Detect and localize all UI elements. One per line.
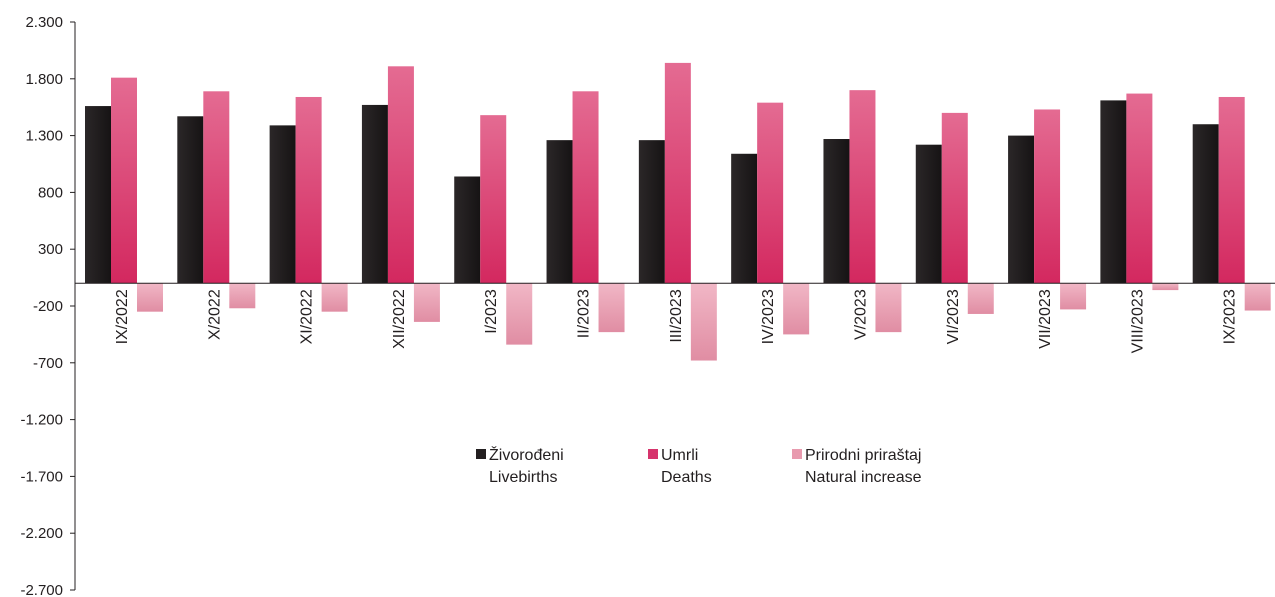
legend-label: Deaths bbox=[661, 469, 712, 486]
bar-natural-increase bbox=[875, 283, 902, 333]
y-tick-label: -1.200 bbox=[20, 412, 63, 429]
legend-label: Natural increase bbox=[805, 469, 922, 486]
x-category-label: IV/2023 bbox=[760, 289, 777, 344]
bar-livebirths bbox=[823, 139, 850, 284]
bar-natural-increase bbox=[967, 283, 994, 314]
bar-livebirths bbox=[1192, 124, 1219, 284]
y-tick-label: 300 bbox=[38, 241, 63, 258]
bar-natural-increase bbox=[229, 283, 256, 309]
bar-livebirths bbox=[915, 144, 942, 284]
bar-livebirths bbox=[638, 140, 665, 284]
bar-livebirths bbox=[361, 104, 388, 284]
y-tick-label: 2.300 bbox=[25, 14, 63, 31]
y-tick-label: 1.300 bbox=[25, 128, 63, 145]
legend-item-natural-increase: Prirodni priraštaj Natural increase bbox=[792, 447, 922, 486]
x-category-label: II/2023 bbox=[576, 289, 593, 338]
bar-deaths bbox=[1126, 93, 1153, 284]
bar-deaths bbox=[1218, 96, 1245, 284]
bar-livebirths bbox=[1008, 135, 1035, 284]
legend-label: Livebirths bbox=[489, 469, 557, 486]
bar-natural-increase bbox=[321, 283, 348, 312]
x-category-label: V/2023 bbox=[852, 289, 869, 340]
bar-deaths bbox=[572, 91, 599, 284]
bar-natural-increase bbox=[413, 283, 440, 322]
bar-livebirths bbox=[454, 176, 481, 284]
bar-natural-increase bbox=[690, 283, 717, 361]
bar-livebirths bbox=[177, 116, 204, 284]
y-tick-label: -700 bbox=[33, 355, 63, 372]
bar-livebirths bbox=[546, 140, 573, 284]
y-tick-label: -2.200 bbox=[20, 525, 63, 542]
x-axis-labels: IX/2022 X/2022 XI/2022 XII/2022 I/2023 II/202… bbox=[114, 289, 1239, 353]
legend-item-deaths: Umrli Deaths bbox=[648, 447, 712, 486]
legend: Živorođeni Livebirths Umrli Deaths Prirodni … bbox=[476, 445, 922, 486]
bar-natural-increase bbox=[137, 283, 163, 312]
y-tick-label: -200 bbox=[33, 298, 63, 315]
bar-deaths bbox=[664, 62, 691, 284]
y-axis: 2.300 1.800 1.300 800 300 -200 -700 -1.200 -1.70… bbox=[20, 14, 76, 597]
bar-natural-increase bbox=[783, 283, 810, 335]
x-category-label: VII/2023 bbox=[1037, 289, 1054, 349]
bar-livebirths bbox=[85, 106, 111, 284]
bar-natural-increase bbox=[1152, 283, 1179, 291]
y-tick-label: -1.700 bbox=[20, 468, 63, 485]
x-category-label: X/2022 bbox=[206, 289, 223, 340]
bar-deaths bbox=[480, 115, 507, 284]
legend-item-livebirths: Živorođeni Livebirths bbox=[476, 445, 564, 486]
y-tick-label: 1.800 bbox=[25, 71, 63, 88]
bar-deaths bbox=[387, 66, 414, 284]
legend-swatch bbox=[476, 449, 486, 459]
legend-label: Prirodni priraštaj bbox=[805, 447, 921, 464]
bar-livebirths bbox=[731, 153, 758, 284]
bar-livebirths bbox=[269, 125, 296, 284]
legend-label: Umrli bbox=[661, 447, 698, 464]
legend-label: Živorođeni bbox=[489, 445, 564, 464]
y-tick-label: 800 bbox=[38, 184, 63, 201]
bar-livebirths bbox=[1100, 100, 1127, 284]
x-category-label: IX/2022 bbox=[114, 289, 131, 344]
bar-natural-increase bbox=[598, 283, 625, 333]
bar-deaths bbox=[757, 102, 784, 284]
y-tick-label: -2.700 bbox=[20, 582, 63, 597]
bar-deaths bbox=[849, 90, 876, 284]
bar-deaths bbox=[295, 96, 322, 284]
x-category-label: VIII/2023 bbox=[1129, 289, 1146, 353]
x-category-label: VI/2023 bbox=[945, 289, 962, 344]
x-category-label: XII/2022 bbox=[391, 289, 408, 349]
x-category-label: IX/2023 bbox=[1222, 289, 1239, 344]
x-category-label: I/2023 bbox=[483, 289, 500, 334]
bars bbox=[85, 62, 1271, 361]
bar-deaths bbox=[111, 77, 137, 284]
bar-deaths bbox=[941, 112, 968, 284]
bar-natural-increase bbox=[1060, 283, 1087, 310]
x-category-label: III/2023 bbox=[668, 289, 685, 342]
bar-natural-increase bbox=[506, 283, 533, 345]
bar-natural-increase bbox=[1244, 283, 1271, 311]
bar-deaths bbox=[203, 91, 230, 284]
legend-swatch bbox=[792, 449, 802, 459]
bar-deaths bbox=[1034, 109, 1061, 284]
x-category-label: XI/2022 bbox=[299, 289, 316, 344]
legend-swatch bbox=[648, 449, 658, 459]
